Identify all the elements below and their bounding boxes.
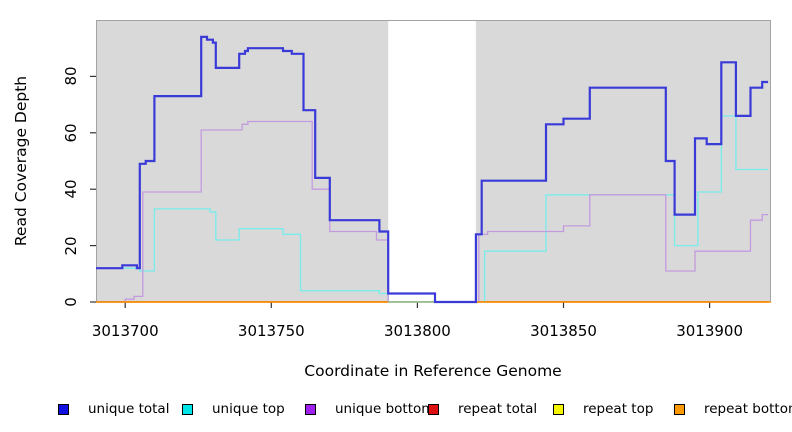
y-tick-label-40: 40 — [62, 179, 80, 199]
y-tick-label-80: 80 — [62, 66, 80, 86]
legend-item-repeat-total: repeat total — [428, 401, 537, 417]
legend-swatch-repeat-total — [428, 403, 439, 415]
series-unique-total — [96, 35, 769, 304]
legend-swatch-unique-bottom — [305, 403, 316, 415]
y-tick-label-20: 20 — [62, 236, 80, 256]
legend-label: repeat top — [583, 401, 654, 417]
legend-item-repeat-bottom: repeat bottom — [674, 401, 792, 417]
legend-item-unique-top: unique top — [182, 401, 285, 417]
legend-label: repeat total — [458, 401, 538, 417]
legend-swatch-unique-total — [58, 403, 69, 415]
legend-swatch-unique-top — [182, 403, 193, 415]
legend-item-repeat-top: repeat top — [553, 401, 653, 417]
x-tick-label-3013850: 3013850 — [530, 322, 597, 340]
y-tick-label-60: 60 — [62, 123, 80, 143]
x-axis-title: Coordinate in Reference Genome — [304, 362, 562, 380]
y-tick-label-0: 0 — [62, 297, 80, 307]
legend-label: unique top — [212, 401, 285, 417]
legend-item-unique-total: unique total — [58, 401, 169, 417]
legend-label: unique total — [88, 401, 170, 417]
legend-item-unique-bottom: unique bottom — [305, 401, 434, 417]
x-tick-label-3013900: 3013900 — [676, 322, 744, 340]
x-tick-label-3013750: 3013750 — [237, 322, 305, 340]
legend-label: unique bottom — [335, 401, 435, 417]
legend-swatch-repeat-top — [553, 403, 564, 415]
legend-swatch-repeat-bottom — [674, 403, 685, 415]
coverage-gap-band — [388, 20, 476, 302]
x-tick-label-3013700: 3013700 — [91, 322, 159, 340]
series-unique-bottom — [96, 120, 769, 303]
legend-label: repeat bottom — [704, 401, 792, 417]
series-unique-top — [96, 115, 769, 303]
y-axis-title: Read Coverage Depth — [12, 75, 30, 247]
x-tick-label-3013800: 3013800 — [384, 322, 451, 340]
